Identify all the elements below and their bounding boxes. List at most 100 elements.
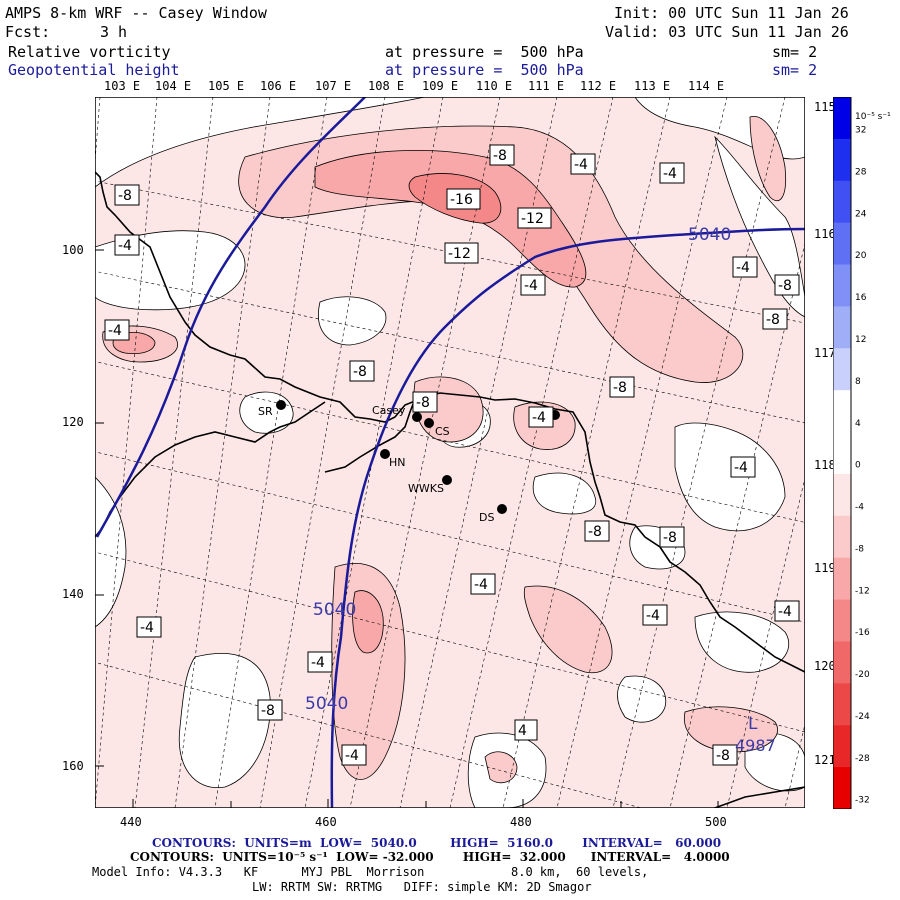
top-longitude-label: 113 E [634,79,671,93]
vorticity-label: -4 [108,323,122,339]
vorticity-label: -4 [118,238,132,254]
colorbar-cell [833,515,851,559]
station-label: CS [435,425,450,438]
colorbar-cell [833,97,851,140]
vorticity-label-box [517,207,552,229]
colorbar-cell [833,432,851,475]
station-marker-hn [380,449,390,459]
field1-level: at pressure = 500 hPa [385,43,584,61]
vorticity-label-box [136,616,162,638]
height-label: 5040 [688,225,731,245]
valid-time: Valid: 03 UTC Sun 11 Jan 26 [605,23,849,41]
vorticity-map: SR Casey CS CP HN WWKS DS -8-4-4-16-12-8… [95,97,805,808]
vorticity-label: -8 [588,524,602,540]
height-label: 5040 [305,694,348,714]
height-contour-5040 [330,227,805,808]
field2-name: Geopotential height [8,61,180,79]
colorbar-label: 28 [855,167,867,177]
zero-region [532,472,597,515]
field2-level: at pressure = 500 hPa [385,61,584,79]
zero-region [95,476,127,628]
coastline [712,786,805,808]
colorbar-label: 4 [855,419,861,429]
top-longitude-label: 103 E [104,79,141,93]
coastline [95,171,805,673]
colorbar-label: 0 [855,461,861,471]
zero-region [714,135,805,318]
colorbar-cell [833,138,851,182]
colorbar-label: 12 [855,335,866,345]
x-axis-tick-label: 460 [315,815,337,829]
zero-region [178,653,271,789]
vorticity-label-box [446,188,481,210]
zero-region [318,296,387,346]
vorticity-label-box [341,744,367,766]
forecast-value: 3 h [100,23,128,41]
vorticity-label-box [659,526,685,548]
model-info: Model Info: V4.3.3 KF MYJ PBL Morrison 8… [92,865,649,879]
low-marker: L [748,714,758,734]
vorticity-label: -4 [532,410,546,426]
colorbar-cell [833,767,851,809]
vorticity-label: -8 [493,148,507,164]
colorbar-label: 20 [855,251,867,261]
vorticity-label: -8 [261,703,275,719]
forecast-label: Fcst: [5,23,51,41]
colorbar-label: -32 [855,796,870,806]
station-marker-wwks [442,475,452,485]
vorticity-label: -4 [345,748,359,764]
vorticity-label: -4 [736,260,750,276]
vorticity-contour-info: CONTOURS: UNITS=10⁻⁵ s⁻¹ LOW= -32.000 HI… [130,850,730,864]
colorbar-label: 16 [855,293,867,303]
colorbar-label: -16 [855,628,870,638]
colorbar: 32 28 24 20 16 12 8 4 0 -4 -8 -12 -16 -20 -24 -28 -32 10… [833,97,891,809]
init-time: Init: 00 UTC Sun 11 Jan 26 [614,4,849,22]
colorbar-cell [833,683,851,726]
low-value: 4987 [735,736,776,755]
vorticity-label-box [349,360,375,382]
coastline [324,398,416,473]
colorbar-cell [833,473,851,517]
station-label: HN [389,456,406,469]
colorbar-label: -24 [855,712,870,722]
y-axis-tick-label: 140 [62,587,84,601]
colorbar-cell [833,264,851,307]
vorticity-label: -4 [311,655,325,671]
vorticity-label-box [412,391,438,413]
vorticity-shade-minus12 [314,150,587,288]
colorbar-label: -8 [855,544,864,554]
vorticity-label-box [104,319,130,341]
vorticity-label: -4 [524,278,538,294]
zero-region [674,422,786,531]
height-label: 5040 [313,600,356,620]
vorticity-label: -8 [663,530,677,546]
vorticity-label-box [712,744,738,766]
station-label: Casey [372,404,406,417]
vorticity-label: -8 [613,380,627,396]
colorbar-cell [833,641,851,684]
colorbar-unit: 10⁻⁵ s⁻¹ [855,112,891,122]
colorbar-cell [833,390,851,433]
vorticity-shade-minus8 [749,116,787,202]
zero-region [95,97,426,188]
top-longitude-label: 112 E [580,79,617,93]
vorticity-label: -8 [416,395,430,411]
vorticity-label-box [642,604,668,626]
y-axis-tick-label: 120 [62,415,84,429]
field2-smoothing: sm= 2 [772,61,818,79]
vorticity-label: -12 [521,211,544,227]
vorticity-label: -4 [140,620,154,636]
vorticity-label: -8 [778,278,792,294]
vorticity-label: -4 [574,157,588,173]
top-longitude-label: 111 E [528,79,565,93]
top-longitude-label: 109 E [422,79,459,93]
vorticity-shade-minus8 [683,706,778,753]
vorticity-label: -8 [766,312,780,328]
station-marker-cs [424,418,434,428]
vorticity-label: -8 [353,364,367,380]
vorticity-label-box [114,234,140,256]
vorticity-label-box [774,274,800,296]
vorticity-label-box [732,256,758,278]
vorticity-label-box [570,153,596,175]
colorbar-cell [833,180,851,224]
